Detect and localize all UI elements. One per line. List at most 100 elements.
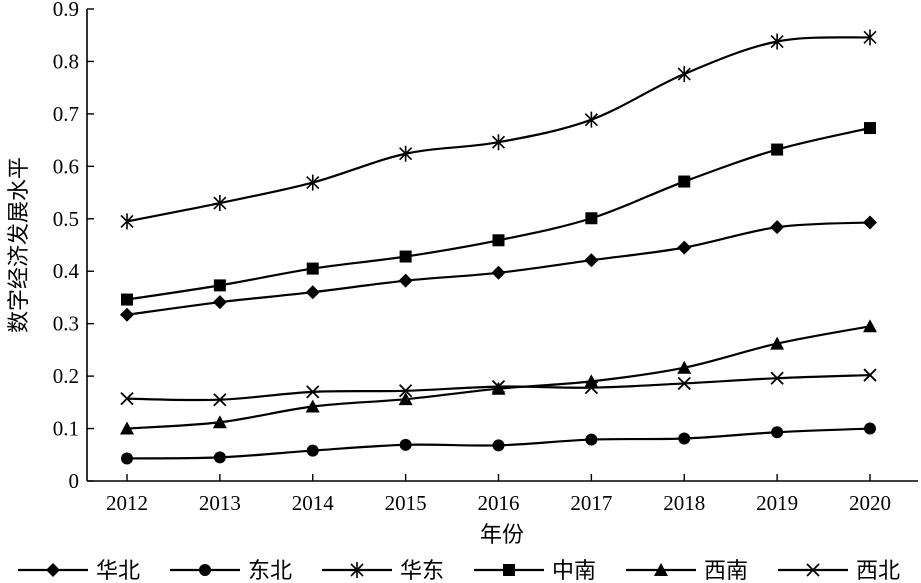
diamond-marker (677, 240, 692, 255)
y-tick-label: 0.7 (53, 102, 79, 126)
asterisk-marker (584, 111, 598, 128)
series-line (126, 36, 871, 223)
circle-marker (492, 439, 505, 452)
x-tick-label: 2019 (756, 491, 798, 515)
circle-marker (306, 444, 319, 457)
diamond-marker (46, 563, 60, 577)
asterisk-marker (306, 174, 320, 191)
diamond-marker (398, 273, 413, 288)
square-marker (492, 234, 505, 247)
x-tick-label: 2012 (106, 491, 148, 515)
x-marker-stroke (491, 379, 506, 394)
legend-label: 东北 (248, 559, 292, 583)
diamond-marker (491, 265, 506, 280)
legend-item: 东北 (170, 559, 292, 583)
circle-marker (213, 451, 226, 464)
legend-item: 西北 (778, 559, 900, 583)
x-marker-stroke (584, 381, 599, 395)
asterisk-marker (120, 213, 134, 230)
x-marker (120, 392, 134, 406)
series-2 (121, 422, 876, 465)
circle-marker (121, 452, 133, 465)
series-layer (120, 29, 877, 465)
x-tick-label: 2020 (849, 491, 891, 515)
x-marker (770, 371, 784, 385)
asterisk-marker-stroke (306, 174, 320, 191)
square-marker (864, 122, 876, 135)
square-marker (213, 279, 226, 292)
diamond-marker (212, 295, 227, 310)
circle-marker (864, 422, 876, 435)
asterisk-marker (213, 195, 227, 212)
asterisk-marker-stroke (213, 195, 227, 212)
series-6 (120, 368, 877, 407)
x-marker (863, 368, 877, 382)
x-marker-stroke (120, 392, 134, 406)
asterisk-marker (863, 29, 877, 46)
y-axis-title: 数字经济发展水平 (7, 157, 32, 333)
x-marker (213, 393, 227, 407)
asterisk-marker-stroke (677, 66, 691, 83)
x-tick-label: 2014 (292, 491, 335, 515)
x-marker-stroke (677, 376, 691, 391)
x-tick-label: 2016 (478, 491, 520, 515)
legend: 华北 东北 华东 中南 西南 西北 (18, 559, 900, 583)
asterisk-marker-stroke (491, 134, 506, 151)
asterisk-marker-stroke (399, 145, 413, 162)
series-1 (120, 215, 877, 322)
triangle-marker (305, 399, 320, 413)
asterisk-marker (491, 134, 506, 151)
diamond-marker (770, 220, 785, 235)
square-marker (678, 175, 691, 188)
asterisk-marker (677, 66, 691, 83)
triangle-marker (398, 392, 413, 406)
asterisk-marker (399, 145, 413, 162)
x-marker-stroke (863, 368, 877, 382)
legend-label: 华东 (400, 559, 444, 583)
legend-item: 西南 (626, 559, 748, 583)
x-marker (398, 384, 413, 398)
series-4 (121, 122, 876, 306)
legend-item: 华东 (322, 559, 444, 583)
x-tick-label: 2013 (199, 491, 241, 515)
y-tick-label: 0.6 (53, 154, 79, 178)
square-marker (585, 212, 598, 225)
asterisk-marker-stroke (863, 29, 877, 46)
square-marker (121, 293, 133, 306)
legend-item: 中南 (474, 559, 596, 583)
x-tick-label: 2018 (663, 491, 705, 515)
triangle-marker (212, 415, 227, 429)
triangle-marker (677, 360, 692, 374)
y-tick-label: 0.2 (53, 364, 79, 388)
series-line (126, 325, 871, 430)
legend-label: 西南 (704, 559, 748, 583)
legend-item: 华北 (18, 559, 140, 583)
x-marker-stroke (770, 371, 784, 385)
x-marker (306, 385, 320, 399)
asterisk-marker (350, 562, 364, 578)
x-marker (806, 563, 820, 577)
y-tick-label: 0.8 (53, 49, 79, 73)
x-tick-label: 2015 (385, 491, 427, 515)
diamond-marker (863, 215, 877, 230)
x-marker (491, 379, 506, 394)
y-tick-label: 0.5 (53, 207, 79, 231)
asterisk-marker-stroke (120, 213, 134, 230)
y-tick-label: 0 (69, 469, 80, 493)
x-marker-stroke (306, 385, 320, 399)
square-marker (306, 262, 319, 275)
x-marker (677, 376, 691, 391)
y-tick-label: 0.4 (53, 259, 80, 283)
y-tick-label: 0.9 (53, 0, 79, 21)
x-axis-title: 年份 (480, 523, 524, 548)
circle-marker (678, 432, 691, 445)
diamond-marker (120, 307, 134, 322)
y-tick-label: 0.3 (53, 312, 79, 336)
asterisk-marker (770, 33, 784, 50)
square-marker (503, 564, 515, 576)
y-tick-label: 0.1 (53, 417, 79, 441)
legend-label: 中南 (552, 559, 596, 583)
triangle-marker (770, 336, 785, 350)
triangle-marker (491, 381, 506, 395)
